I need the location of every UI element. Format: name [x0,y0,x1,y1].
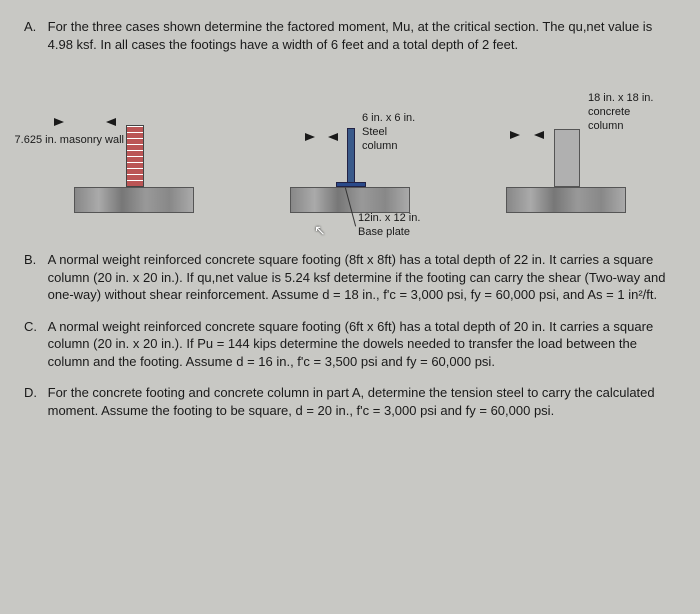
problem-d-text: For the concrete footing and concrete co… [48,384,668,419]
problem-b: B. A normal weight reinforced concrete s… [24,251,676,304]
footing-1 [74,187,194,213]
problem-c-text: A normal weight reinforced concrete squa… [48,318,668,371]
problem-a: A. For the three cases shown determine t… [24,18,676,53]
masonry-wall [126,125,144,187]
cursor-icon: ↖ [314,221,326,240]
figure-steel-column: 6 in. x 6 in. Steel column 12in. x 12 in… [250,73,450,213]
arrow-left-icon [106,118,116,126]
problem-a-label: A. [24,18,44,36]
figure-row: 7.625 in. masonry wall 6 in. x 6 in. Ste… [34,73,666,213]
arrow-right-icon [510,131,520,139]
baseplate-label: Base plate [358,225,410,240]
footing-3 [506,187,626,213]
conc-col-size-label: 18 in. x 18 in. [588,91,653,106]
problem-d-label: D. [24,384,44,402]
concrete-label: concrete [588,105,630,120]
problem-d: D. For the concrete footing and concrete… [24,384,676,419]
baseplate-size-label: 12in. x 12 in. [358,211,420,226]
steel-column [347,128,355,183]
arrow-right-icon [54,118,64,126]
column-label: column [588,119,623,134]
column-label: column [362,139,397,154]
problem-b-label: B. [24,251,44,269]
concrete-column [554,129,580,187]
problem-c: C. A normal weight reinforced concrete s… [24,318,676,371]
steel-col-size-label: 6 in. x 6 in. [362,111,415,126]
masonry-wall-label: 7.625 in. masonry wall [14,133,124,148]
problem-b-text: A normal weight reinforced concrete squa… [48,251,668,304]
steel-label: Steel [362,125,387,140]
arrow-right-icon [305,133,315,141]
figure-concrete-column: 18 in. x 18 in. concrete column [466,73,666,213]
problem-a-text: For the three cases shown determine the … [48,18,668,53]
problem-c-label: C. [24,318,44,336]
arrow-left-icon [328,133,338,141]
figure-masonry-wall: 7.625 in. masonry wall [34,73,234,213]
arrow-left-icon [534,131,544,139]
